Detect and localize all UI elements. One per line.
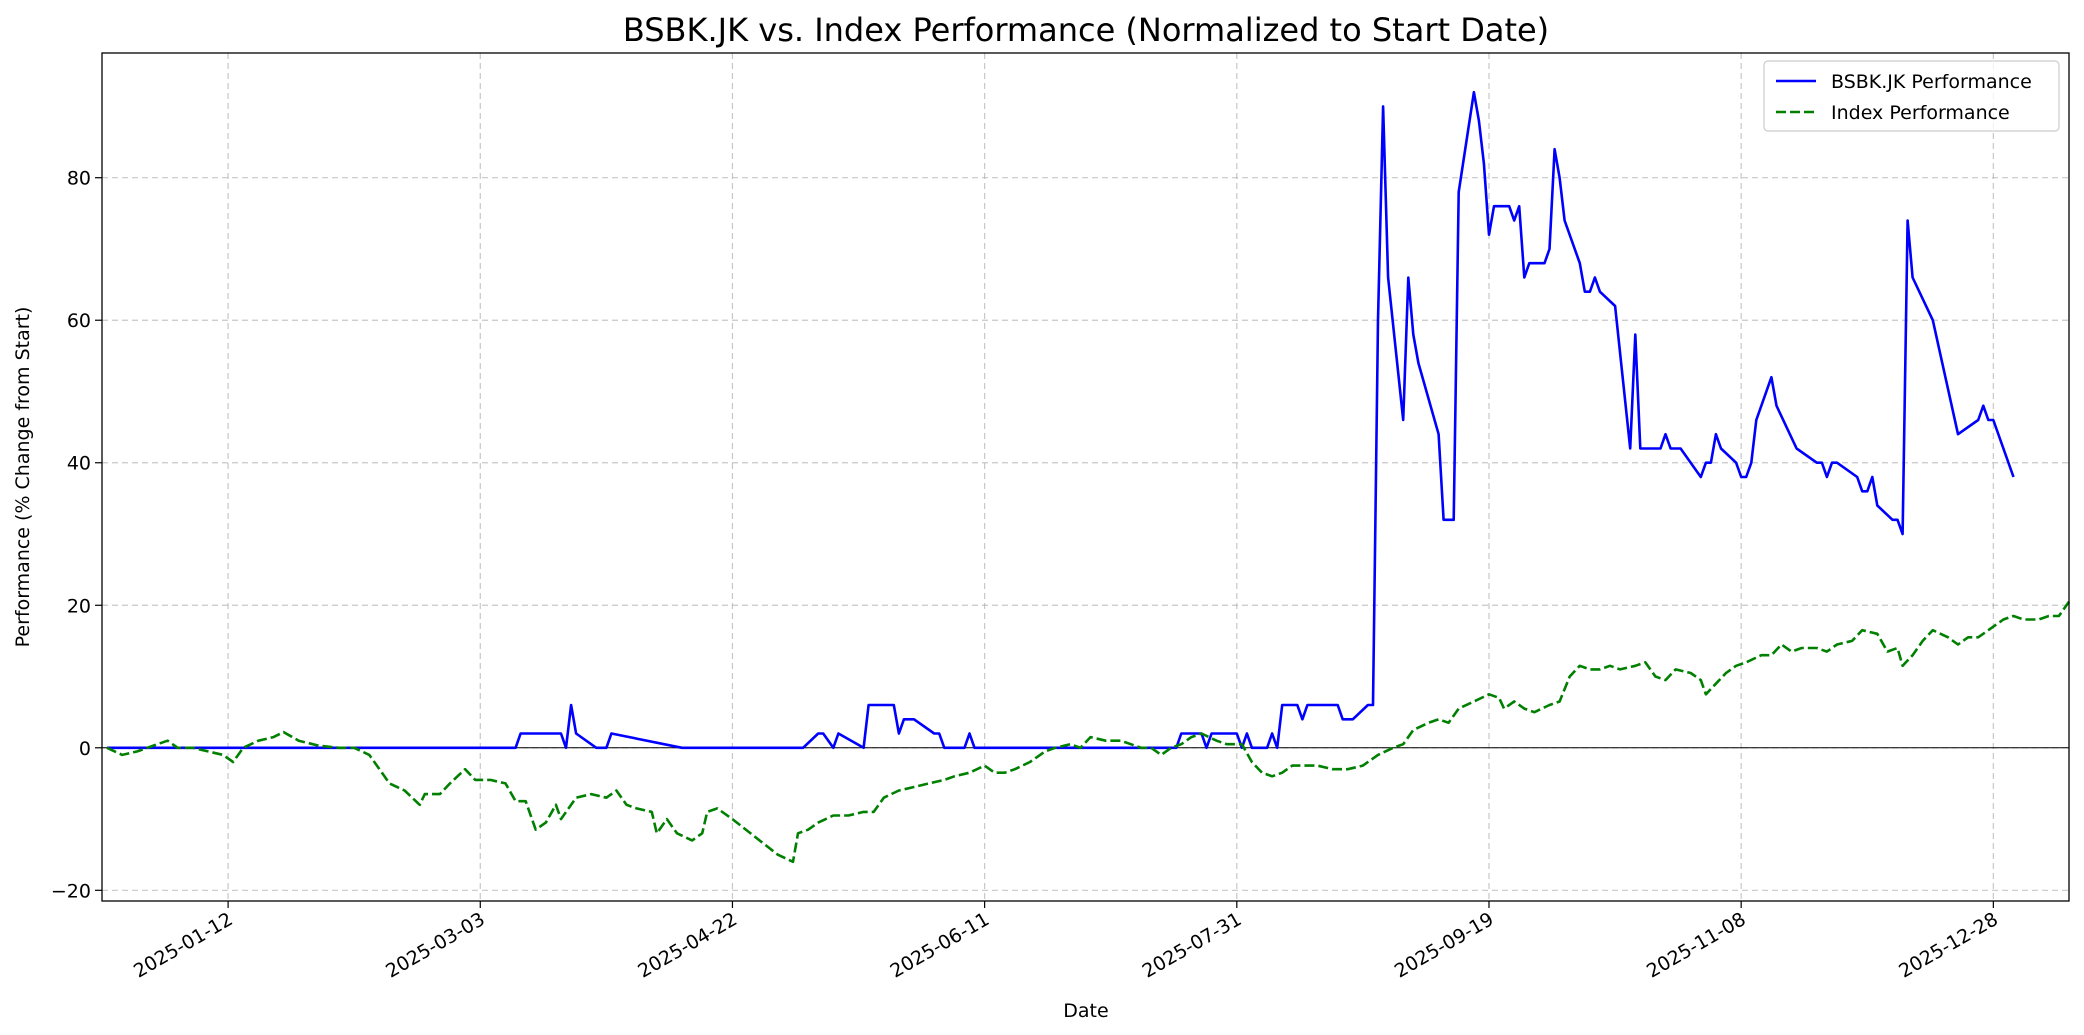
legend: BSBK.JK Performance Index Performance xyxy=(1763,60,2060,132)
chart-title: BSBK.JK vs. Index Performance (Normalize… xyxy=(623,11,1549,49)
y-tick-label: 80 xyxy=(67,168,91,190)
y-tick-label: −20 xyxy=(51,880,91,902)
series-lines xyxy=(106,90,2071,864)
series-line-index xyxy=(106,600,2071,864)
legend-entry-label: Index Performance xyxy=(1831,102,2010,124)
y-tick-label: 0 xyxy=(79,738,91,760)
plot-area xyxy=(101,52,2070,902)
y-tick-label: 60 xyxy=(67,310,91,332)
legend-box xyxy=(1763,60,2060,132)
series-line-bsbk xyxy=(107,90,2015,750)
x-axis-label: Date xyxy=(1063,1000,1108,1022)
legend-entry-label: BSBK.JK Performance xyxy=(1831,71,2032,93)
y-tick-label: 40 xyxy=(67,453,91,475)
y-axis: −20 0 20 40 60 80 xyxy=(51,168,102,902)
y-tick-label: 20 xyxy=(67,595,91,617)
y-axis-label: Performance (% Change from Start) xyxy=(12,307,34,648)
